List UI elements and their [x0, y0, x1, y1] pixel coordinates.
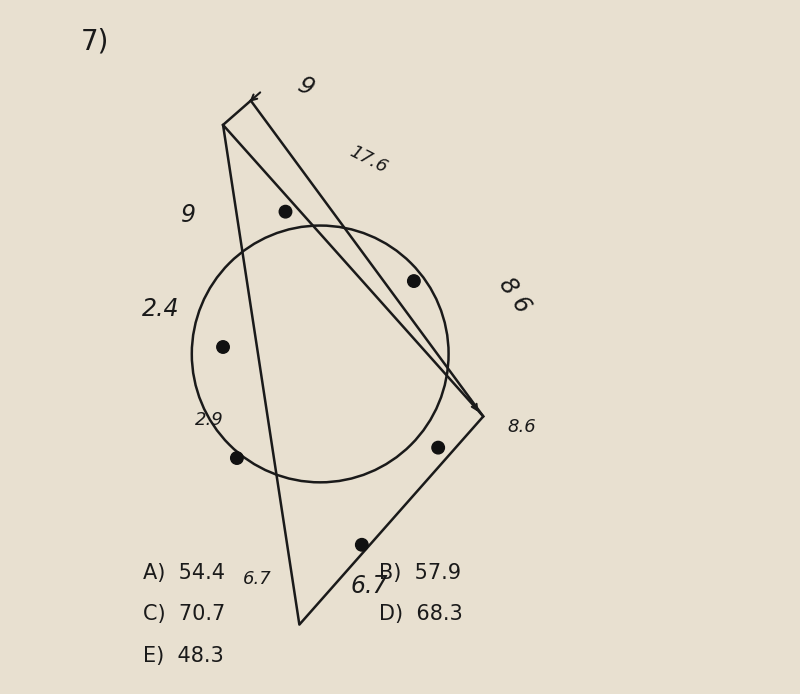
Text: B)  57.9: B) 57.9	[379, 563, 462, 582]
Text: 9: 9	[294, 73, 318, 101]
Circle shape	[279, 205, 292, 218]
Text: 6.7: 6.7	[243, 570, 272, 589]
Circle shape	[230, 452, 243, 464]
Text: 17.6: 17.6	[346, 142, 390, 177]
Text: 7): 7)	[81, 28, 109, 56]
Circle shape	[408, 275, 420, 287]
Circle shape	[355, 539, 368, 551]
Text: 2.9: 2.9	[194, 411, 223, 429]
Circle shape	[432, 441, 445, 454]
Text: 2.4: 2.4	[142, 297, 179, 321]
Text: 8 6: 8 6	[494, 273, 535, 317]
Circle shape	[217, 341, 230, 353]
Text: C)  70.7: C) 70.7	[143, 604, 226, 624]
Text: A)  54.4: A) 54.4	[143, 563, 226, 582]
Text: 8.6: 8.6	[507, 418, 536, 436]
Text: E)  48.3: E) 48.3	[143, 646, 224, 666]
Text: 9: 9	[181, 203, 196, 227]
Text: D)  68.3: D) 68.3	[379, 604, 463, 624]
Text: 6.7: 6.7	[350, 575, 387, 598]
